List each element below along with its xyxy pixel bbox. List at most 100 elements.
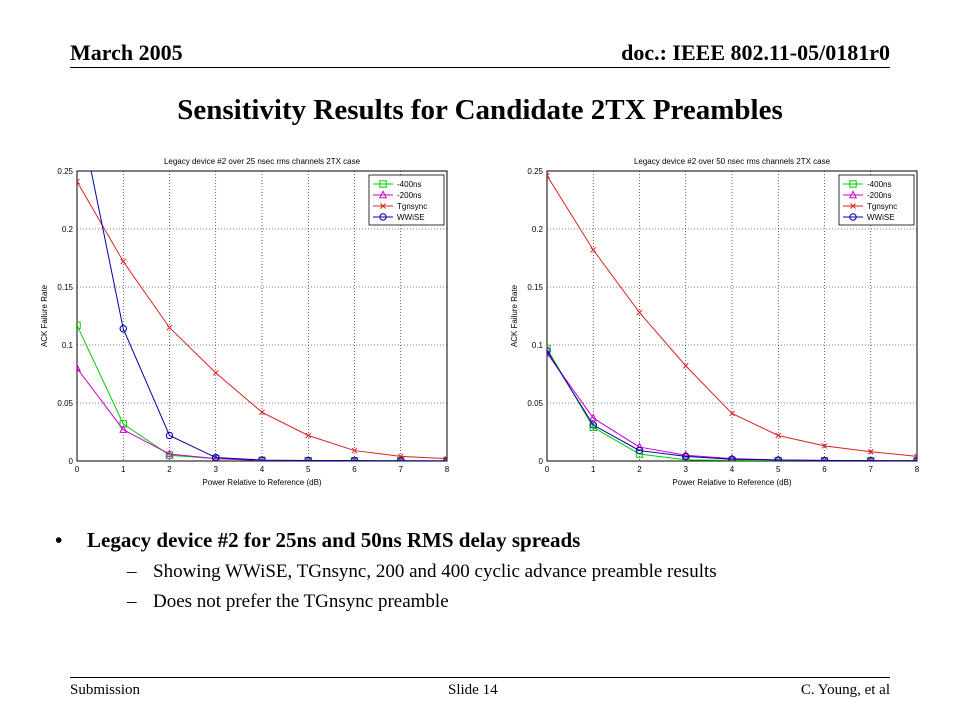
plot-area bbox=[547, 172, 917, 461]
chart-title: Legacy device #2 over 25 nsec rms channe… bbox=[164, 157, 361, 166]
y-tick-label: 0.2 bbox=[62, 225, 74, 234]
data-point bbox=[305, 432, 312, 439]
data-point bbox=[821, 443, 828, 449]
y-axis-label: ACK Failure Rate bbox=[510, 284, 519, 347]
data-point bbox=[867, 448, 874, 455]
data-point bbox=[304, 456, 312, 461]
data-point bbox=[820, 456, 829, 461]
x-tick-label: 4 bbox=[260, 465, 265, 474]
legend-label: -400ns bbox=[867, 180, 891, 189]
data-point bbox=[589, 413, 598, 422]
x-tick-label: 1 bbox=[121, 465, 126, 474]
data-point bbox=[821, 455, 828, 461]
y-tick-label: 0.05 bbox=[57, 399, 73, 408]
header-doc-id: doc.: IEEE 802.11-05/0181r0 bbox=[621, 40, 890, 65]
legend-marker bbox=[848, 190, 858, 199]
legend-marker bbox=[850, 203, 856, 209]
x-tick-label: 4 bbox=[730, 465, 735, 474]
footer-submission: Submission bbox=[70, 682, 141, 698]
data-point bbox=[636, 309, 643, 316]
x-tick-label: 0 bbox=[545, 465, 550, 474]
y-tick-label: 0 bbox=[69, 457, 74, 466]
bullet-main: • Legacy device #2 for 25ns and 50ns RMS… bbox=[55, 528, 915, 553]
data-point bbox=[635, 446, 644, 455]
series-wwise bbox=[547, 347, 917, 461]
plot-frame bbox=[76, 170, 448, 462]
footer-rule bbox=[70, 677, 890, 678]
data-point bbox=[681, 450, 690, 459]
legend-marker bbox=[849, 213, 857, 221]
data-point bbox=[728, 455, 736, 461]
data-point bbox=[212, 369, 219, 376]
x-tick-label: 8 bbox=[445, 465, 450, 474]
x-tick-label: 0 bbox=[75, 465, 80, 474]
data-point bbox=[77, 321, 81, 329]
data-point bbox=[775, 432, 782, 439]
x-tick-label: 5 bbox=[776, 465, 781, 474]
bullet-sub-text: Does not prefer the TGnsync preamble bbox=[153, 591, 449, 612]
data-point bbox=[165, 431, 174, 440]
data-point bbox=[165, 449, 174, 458]
chart-title: Legacy device #2 over 50 nsec rms channe… bbox=[634, 157, 831, 166]
legend-label: -200ns bbox=[397, 191, 421, 200]
series-line bbox=[90, 171, 447, 461]
legend-marker bbox=[378, 190, 388, 199]
x-tick-label: 5 bbox=[306, 465, 311, 474]
x-tick-label: 2 bbox=[167, 465, 172, 474]
legend-label: Tgnsync bbox=[867, 202, 897, 211]
data-point bbox=[258, 456, 266, 461]
legend-marker bbox=[380, 203, 386, 209]
legend-marker bbox=[379, 180, 387, 188]
data-point bbox=[77, 363, 82, 372]
legend-marker bbox=[849, 180, 857, 188]
legend-label: WWiSE bbox=[397, 213, 425, 222]
legend: -400ns -200ns Tgnsync WWiSE bbox=[838, 174, 915, 226]
x-tick-label: 8 bbox=[915, 465, 920, 474]
y-axis-label: ACK Failure Rate bbox=[40, 284, 49, 347]
bullet-sub: – Showing WWiSE, TGnsync, 200 and 400 cy… bbox=[127, 561, 915, 583]
bullet-dot-icon: • bbox=[55, 528, 63, 552]
data-point bbox=[913, 457, 917, 461]
y-tick-label: 0.25 bbox=[527, 167, 543, 176]
legend-label: -400ns bbox=[397, 180, 421, 189]
chart-25ns: Legacy device #2 over 25 nsec rms channe… bbox=[40, 157, 450, 487]
data-point bbox=[775, 455, 782, 461]
legend-marker bbox=[379, 213, 387, 221]
x-tick-label: 7 bbox=[869, 465, 874, 474]
series-wwise bbox=[90, 171, 447, 461]
y-tick-label: 0.2 bbox=[532, 225, 544, 234]
y-tick-label: 0 bbox=[539, 457, 544, 466]
bullet-list: • Legacy device #2 for 25ns and 50ns RMS… bbox=[55, 528, 915, 613]
y-tick-label: 0.15 bbox=[527, 283, 543, 292]
data-point bbox=[589, 421, 597, 429]
x-tick-label: 6 bbox=[352, 465, 357, 474]
x-tick-label: 3 bbox=[214, 465, 219, 474]
y-tick-label: 0.05 bbox=[527, 399, 543, 408]
y-tick-label: 0.25 bbox=[57, 167, 73, 176]
legend-label: -200ns bbox=[867, 191, 891, 200]
data-point bbox=[259, 409, 265, 416]
data-point bbox=[443, 457, 447, 461]
data-point bbox=[77, 178, 80, 185]
chart-50ns: Legacy device #2 over 50 nsec rms channe… bbox=[510, 157, 920, 487]
data-point bbox=[119, 424, 128, 433]
y-tick-label: 0.1 bbox=[532, 341, 544, 350]
legend-label: Tgnsync bbox=[397, 202, 427, 211]
x-axis-label: Power Relative to Reference (dB) bbox=[202, 478, 322, 487]
data-point bbox=[444, 455, 447, 461]
bullet-dash-icon: – bbox=[127, 591, 137, 612]
data-point bbox=[350, 456, 359, 461]
footer-author: C. Young, et al bbox=[800, 682, 890, 698]
data-point bbox=[120, 258, 127, 265]
data-point bbox=[351, 447, 358, 454]
bullet-main-text: Legacy device #2 for 25ns and 50ns RMS d… bbox=[87, 528, 581, 552]
x-tick-label: 1 bbox=[591, 465, 596, 474]
data-point bbox=[729, 410, 735, 417]
data-point bbox=[119, 325, 127, 333]
data-point bbox=[774, 456, 782, 461]
slide-title: Sensitivity Results for Candidate 2TX Pr… bbox=[177, 94, 783, 126]
data-point bbox=[867, 456, 875, 461]
x-tick-label: 6 bbox=[822, 465, 827, 474]
x-axis-label: Power Relative to Reference (dB) bbox=[672, 478, 792, 487]
x-tick-label: 3 bbox=[684, 465, 689, 474]
